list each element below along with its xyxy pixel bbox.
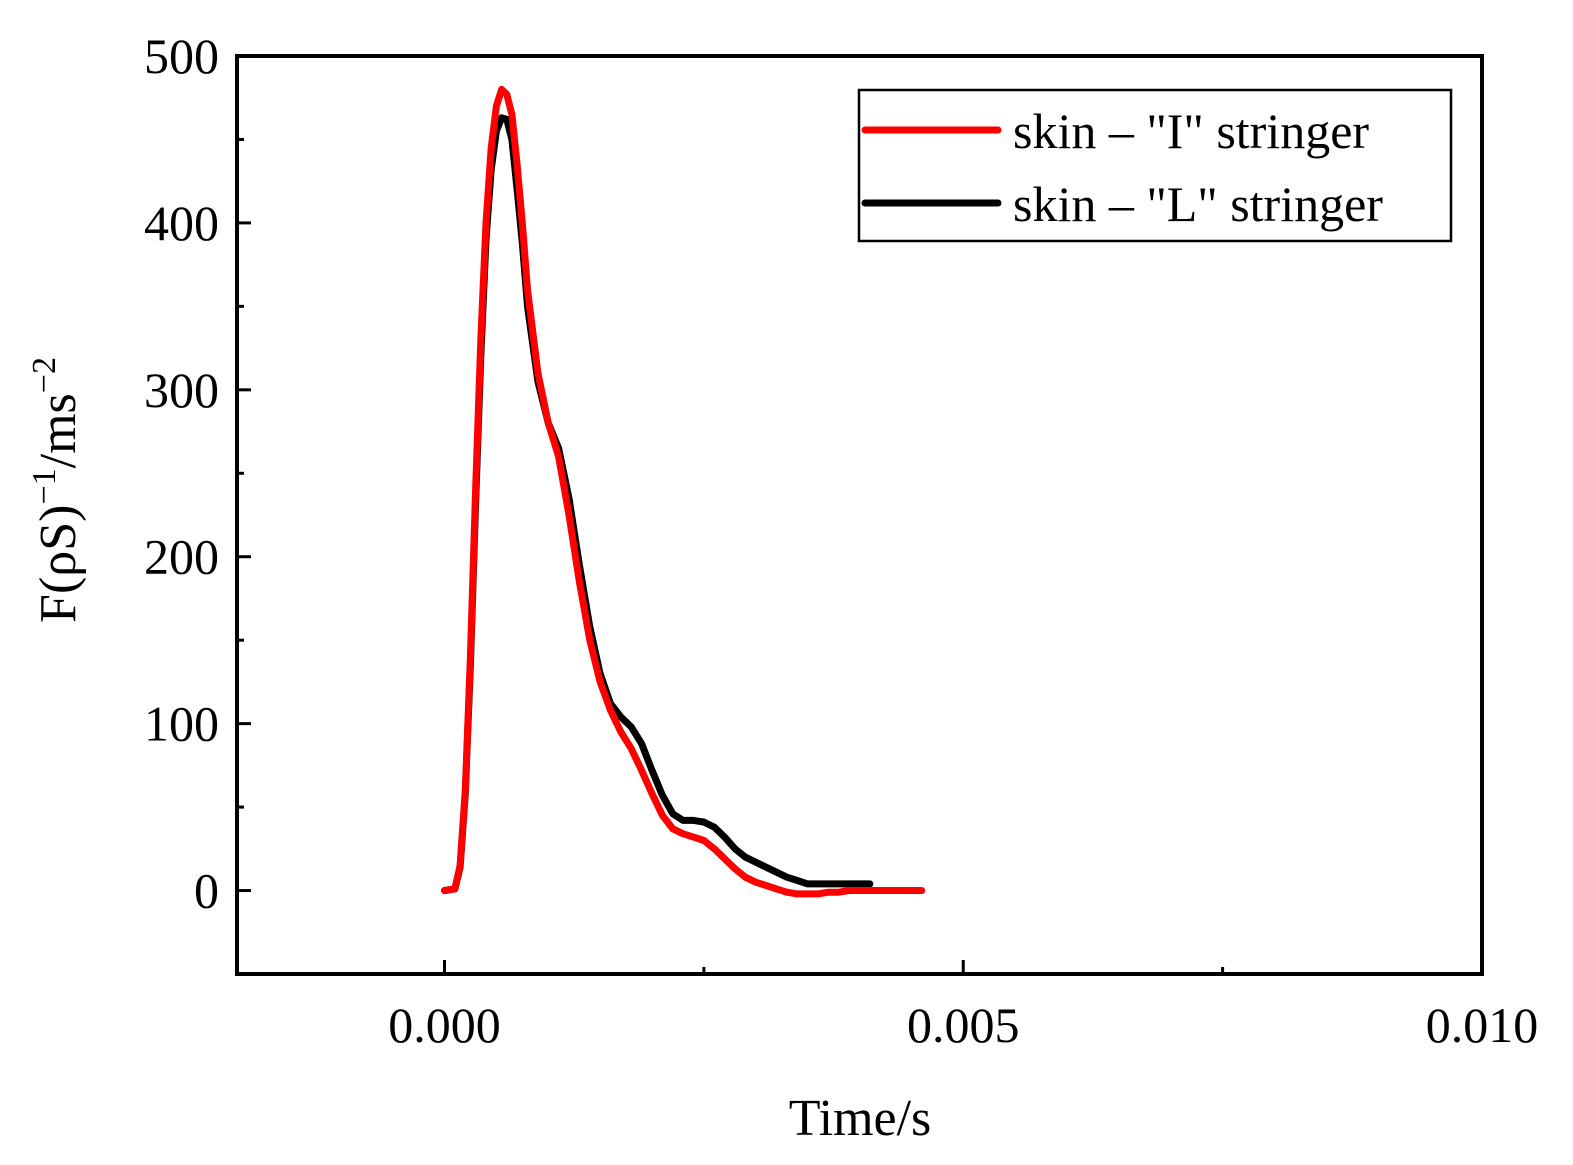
x-tick-label: 0.005: [907, 997, 1020, 1053]
y-tick-label: 500: [144, 28, 219, 84]
y-axis-title-sup1: −1: [26, 468, 63, 504]
legend: skin – "I" stringer skin – "L" stringer: [857, 88, 1453, 243]
series-line-2: [441, 114, 874, 894]
y-axis-title: F(ρS)−1/ms−2: [26, 357, 87, 623]
y-tick-label: 0: [194, 863, 219, 919]
plot-frame: [235, 54, 1484, 976]
y-tick-label: 300: [144, 362, 219, 418]
y-tick-label: 100: [144, 696, 219, 752]
legend-label-series-1: skin – "I" stringer: [1013, 103, 1369, 159]
legend-label-series-2: skin – "L" stringer: [1013, 176, 1383, 232]
y-axis-title-mid: /ms: [30, 393, 87, 468]
y-axis-title-sup2: −2: [26, 357, 63, 393]
legend-box: [857, 88, 1453, 243]
x-axis-title: Time/s: [789, 1090, 932, 1147]
y-axis-title-main: F(ρS): [30, 505, 87, 623]
axis-ticks: 0 100 200 300 400 500 0.000 0.005 0.010: [144, 28, 1538, 1053]
series-line-1: [441, 85, 926, 898]
y-tick-label: 400: [144, 195, 219, 251]
y-tick-label: 200: [144, 529, 219, 585]
series-lines: [441, 85, 926, 898]
x-tick-label: 0.010: [1426, 997, 1539, 1053]
x-tick-label: 0.000: [388, 997, 501, 1053]
